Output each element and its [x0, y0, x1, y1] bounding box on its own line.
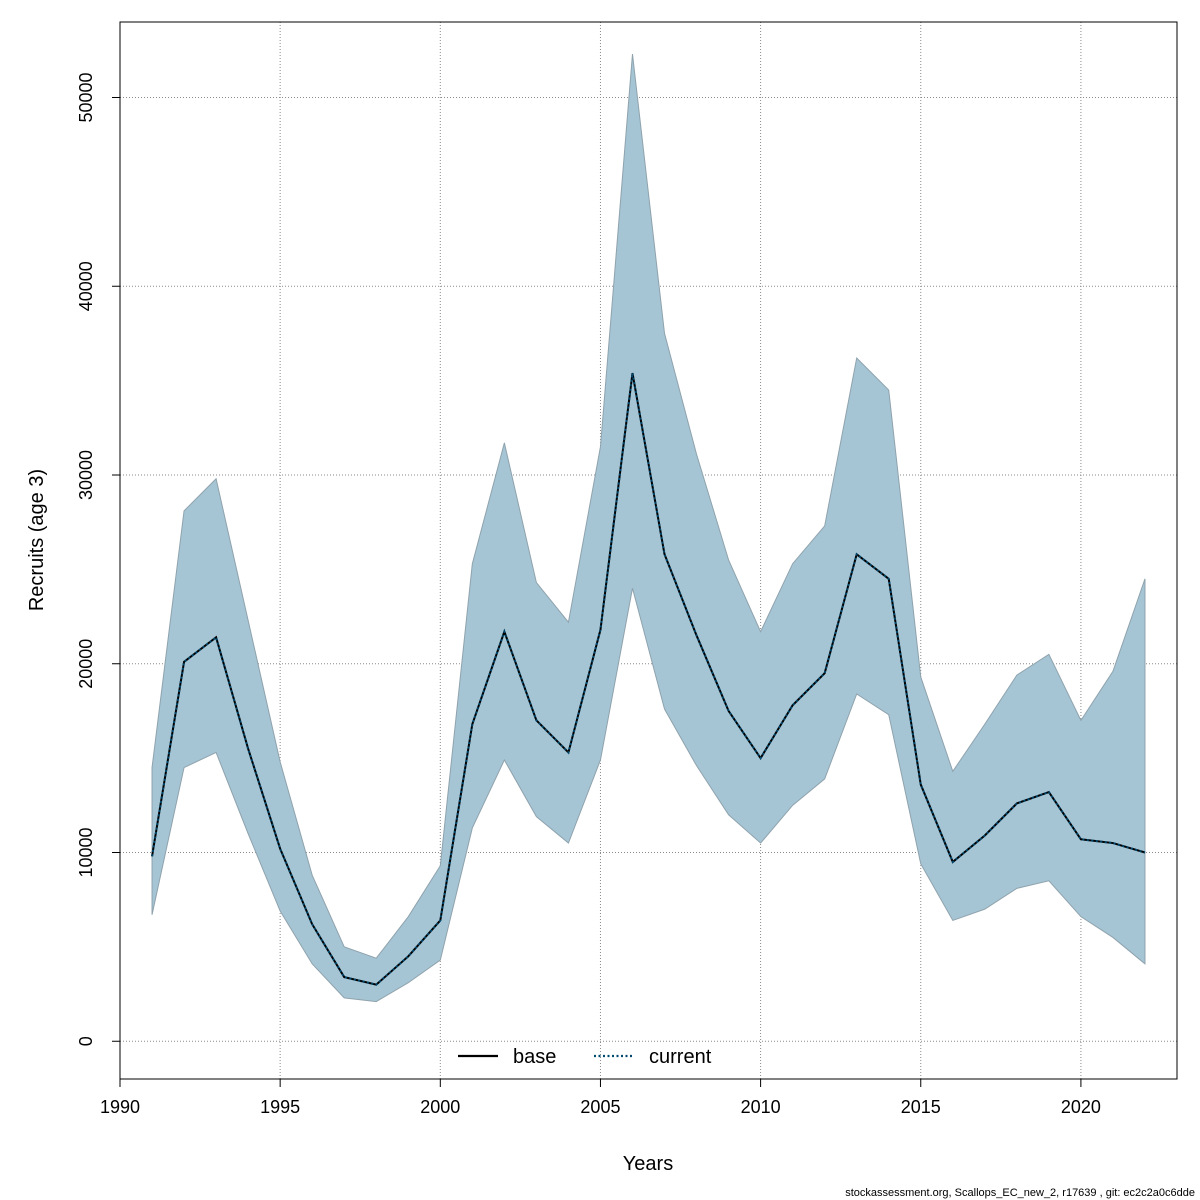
y-tick-label-20000: 20000	[76, 639, 96, 689]
confidence-band-layer	[151, 54, 1146, 1003]
x-tick-label-1990: 1990	[100, 1097, 140, 1117]
x-tick-label-2005: 2005	[580, 1097, 620, 1117]
x-axis: 1990 1995 2000 2005 2010 2015 2020	[100, 1078, 1101, 1117]
x-axis-title: Years	[623, 1153, 673, 1175]
x-tick-label-2010: 2010	[741, 1097, 781, 1117]
confidence-band	[151, 54, 1146, 1003]
legend-label-base: base	[513, 1046, 556, 1068]
x-tick-label-2015: 2015	[901, 1097, 941, 1117]
x-tick-label-1995: 1995	[260, 1097, 300, 1117]
series-lines-layer	[151, 372, 1146, 986]
y-axis-title: Recruits (age 3)	[26, 469, 48, 611]
series-line-current	[151, 372, 1146, 986]
legend: base current	[458, 1046, 712, 1068]
y-tick-label-50000: 50000	[76, 72, 96, 122]
y-tick-label-30000: 30000	[76, 450, 96, 500]
y-tick-label-40000: 40000	[76, 261, 96, 311]
y-axis: 0 10000 20000 30000 40000 50000	[76, 72, 121, 1046]
legend-label-current: current	[649, 1046, 712, 1068]
x-tick-label-2020: 2020	[1061, 1097, 1101, 1117]
y-tick-label-10000: 10000	[76, 827, 96, 877]
x-tick-label-2000: 2000	[420, 1097, 460, 1117]
y-tick-label-0: 0	[76, 1036, 96, 1046]
footer-source-text: stockassessment.org, Scallops_EC_new_2, …	[845, 1187, 1195, 1199]
